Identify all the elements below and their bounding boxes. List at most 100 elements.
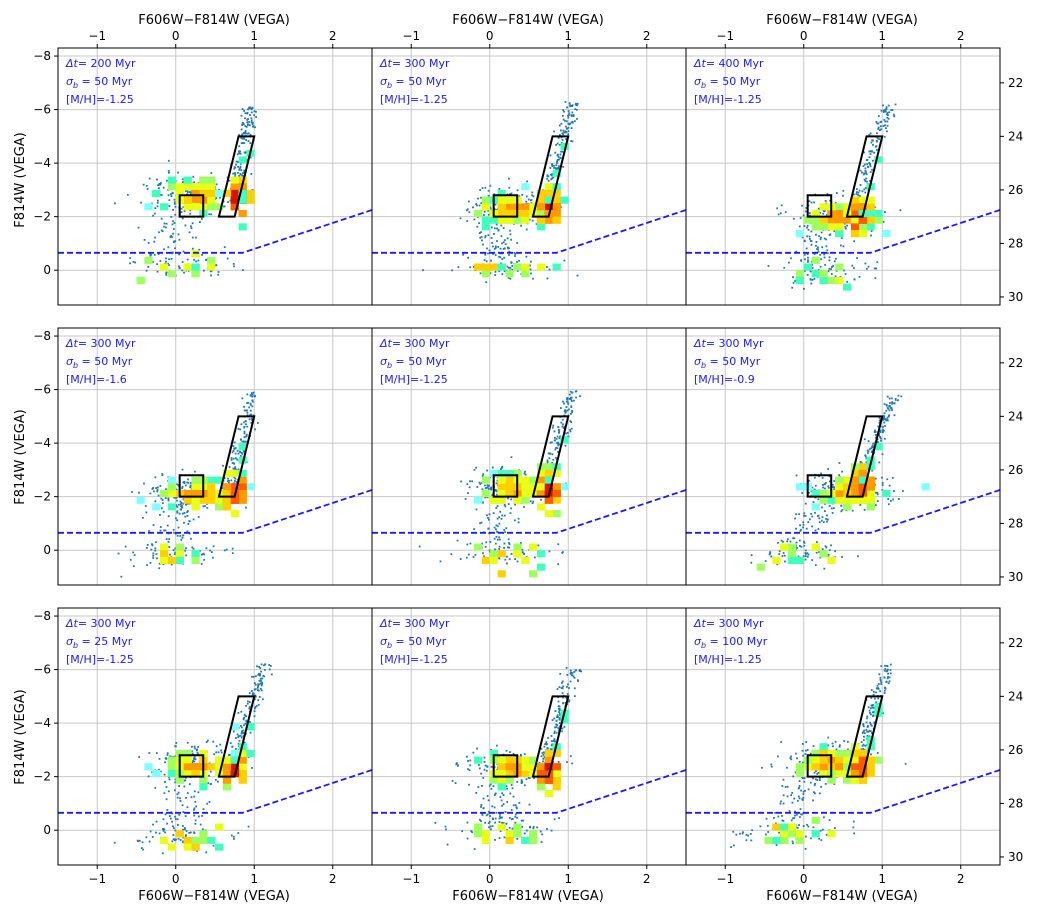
hb-point bbox=[809, 270, 812, 273]
rgb-point bbox=[560, 150, 562, 153]
clump-point bbox=[531, 191, 534, 194]
clump-point bbox=[507, 503, 510, 505]
rgb-point bbox=[574, 108, 577, 111]
clump-point bbox=[496, 505, 499, 508]
clump-point bbox=[802, 214, 805, 217]
hess-cell bbox=[474, 263, 483, 271]
rgb-point bbox=[234, 175, 236, 178]
rgb-point bbox=[565, 666, 568, 669]
hess-cell bbox=[238, 496, 247, 504]
bridge-point bbox=[493, 526, 496, 529]
hess-cell bbox=[827, 496, 836, 504]
hb-point bbox=[151, 544, 154, 547]
clump-point bbox=[486, 484, 489, 487]
hess-cell bbox=[536, 223, 546, 231]
hb-point bbox=[788, 261, 790, 264]
clump-point bbox=[175, 483, 178, 486]
hess-cell bbox=[858, 496, 867, 504]
rgb-point bbox=[555, 168, 558, 171]
bridge-point bbox=[171, 820, 173, 823]
hess-cell bbox=[474, 209, 483, 218]
hb-point bbox=[857, 555, 859, 558]
anno-dt: Δt= 300 Myr bbox=[65, 617, 136, 630]
rgb-parallelogram bbox=[217, 695, 256, 778]
bridge-point bbox=[811, 263, 814, 266]
hb-point bbox=[201, 553, 203, 556]
clump-point bbox=[813, 476, 816, 479]
hb-point bbox=[576, 274, 579, 277]
hb-point bbox=[867, 265, 870, 268]
hb-point bbox=[803, 269, 806, 272]
rgb-point bbox=[877, 441, 879, 444]
bridge-point bbox=[814, 529, 817, 532]
rgb-point bbox=[234, 466, 237, 468]
rgb-point bbox=[882, 109, 885, 112]
hess-cell bbox=[497, 550, 506, 558]
rgb-point bbox=[871, 732, 873, 735]
clump-point bbox=[194, 747, 196, 750]
clump-point bbox=[164, 757, 167, 760]
anno-mh: [M/H]=-1.25 bbox=[694, 93, 762, 106]
hess-cell bbox=[238, 223, 247, 231]
rgb-point bbox=[864, 455, 867, 458]
clump-point bbox=[179, 500, 182, 503]
clump-point bbox=[155, 752, 158, 755]
bridge-point bbox=[496, 517, 499, 520]
clump-point bbox=[887, 503, 890, 506]
rgb-point bbox=[246, 414, 249, 417]
hess-cell bbox=[183, 263, 192, 271]
rgb-point bbox=[556, 447, 559, 450]
xtick-bottom-label: 2 bbox=[643, 872, 651, 886]
rgb-point bbox=[866, 730, 869, 733]
hess-cell bbox=[850, 496, 860, 504]
hb-point bbox=[487, 252, 489, 255]
hess-cell bbox=[222, 763, 232, 771]
rgb-point bbox=[555, 167, 557, 170]
rgb-point bbox=[879, 690, 882, 693]
bridge-point bbox=[500, 235, 503, 238]
bridge-point bbox=[182, 498, 185, 501]
clump-point bbox=[876, 752, 879, 754]
hb-point bbox=[193, 832, 196, 834]
xtick-top-label: 1 bbox=[564, 29, 572, 43]
rgb-point bbox=[558, 443, 561, 446]
clump-point bbox=[841, 508, 844, 511]
rgb-point bbox=[560, 129, 562, 132]
rgb-point bbox=[875, 132, 878, 135]
rgb-point bbox=[855, 191, 858, 194]
bridge-point bbox=[165, 538, 168, 540]
rgb-point bbox=[550, 740, 553, 743]
bridge-point bbox=[198, 248, 201, 251]
rgb-point bbox=[553, 130, 555, 133]
hess-cell bbox=[819, 203, 828, 211]
hb-point bbox=[541, 833, 544, 836]
rgb-point bbox=[561, 425, 564, 428]
rgb-point bbox=[872, 442, 875, 445]
hb-point bbox=[446, 843, 449, 846]
bridge-point bbox=[498, 516, 501, 519]
bottom-xlabel-2: F606W−F814W (VEGA) bbox=[452, 889, 604, 904]
clump-point bbox=[876, 491, 879, 494]
hess-cell bbox=[191, 270, 200, 278]
clump-point bbox=[213, 753, 216, 756]
rgb-point bbox=[868, 735, 871, 738]
bridge-point bbox=[811, 525, 813, 528]
bridge-point bbox=[153, 212, 156, 215]
clump-point bbox=[482, 473, 485, 476]
clump-point bbox=[851, 509, 854, 512]
bridge-point bbox=[496, 240, 498, 242]
bridge-point bbox=[502, 803, 505, 806]
bridge-point bbox=[171, 840, 174, 843]
clump-point bbox=[182, 502, 185, 505]
clump-point bbox=[219, 743, 222, 746]
rgb-point bbox=[865, 172, 868, 175]
hess-cell bbox=[529, 830, 538, 838]
clump-point bbox=[484, 186, 487, 189]
clump-point bbox=[189, 193, 192, 195]
clump-point bbox=[173, 198, 176, 201]
bridge-point bbox=[181, 512, 184, 515]
hb-point bbox=[784, 560, 786, 563]
bridge-point bbox=[165, 222, 168, 225]
bridge-point bbox=[191, 236, 194, 239]
bridge-point bbox=[510, 238, 512, 241]
